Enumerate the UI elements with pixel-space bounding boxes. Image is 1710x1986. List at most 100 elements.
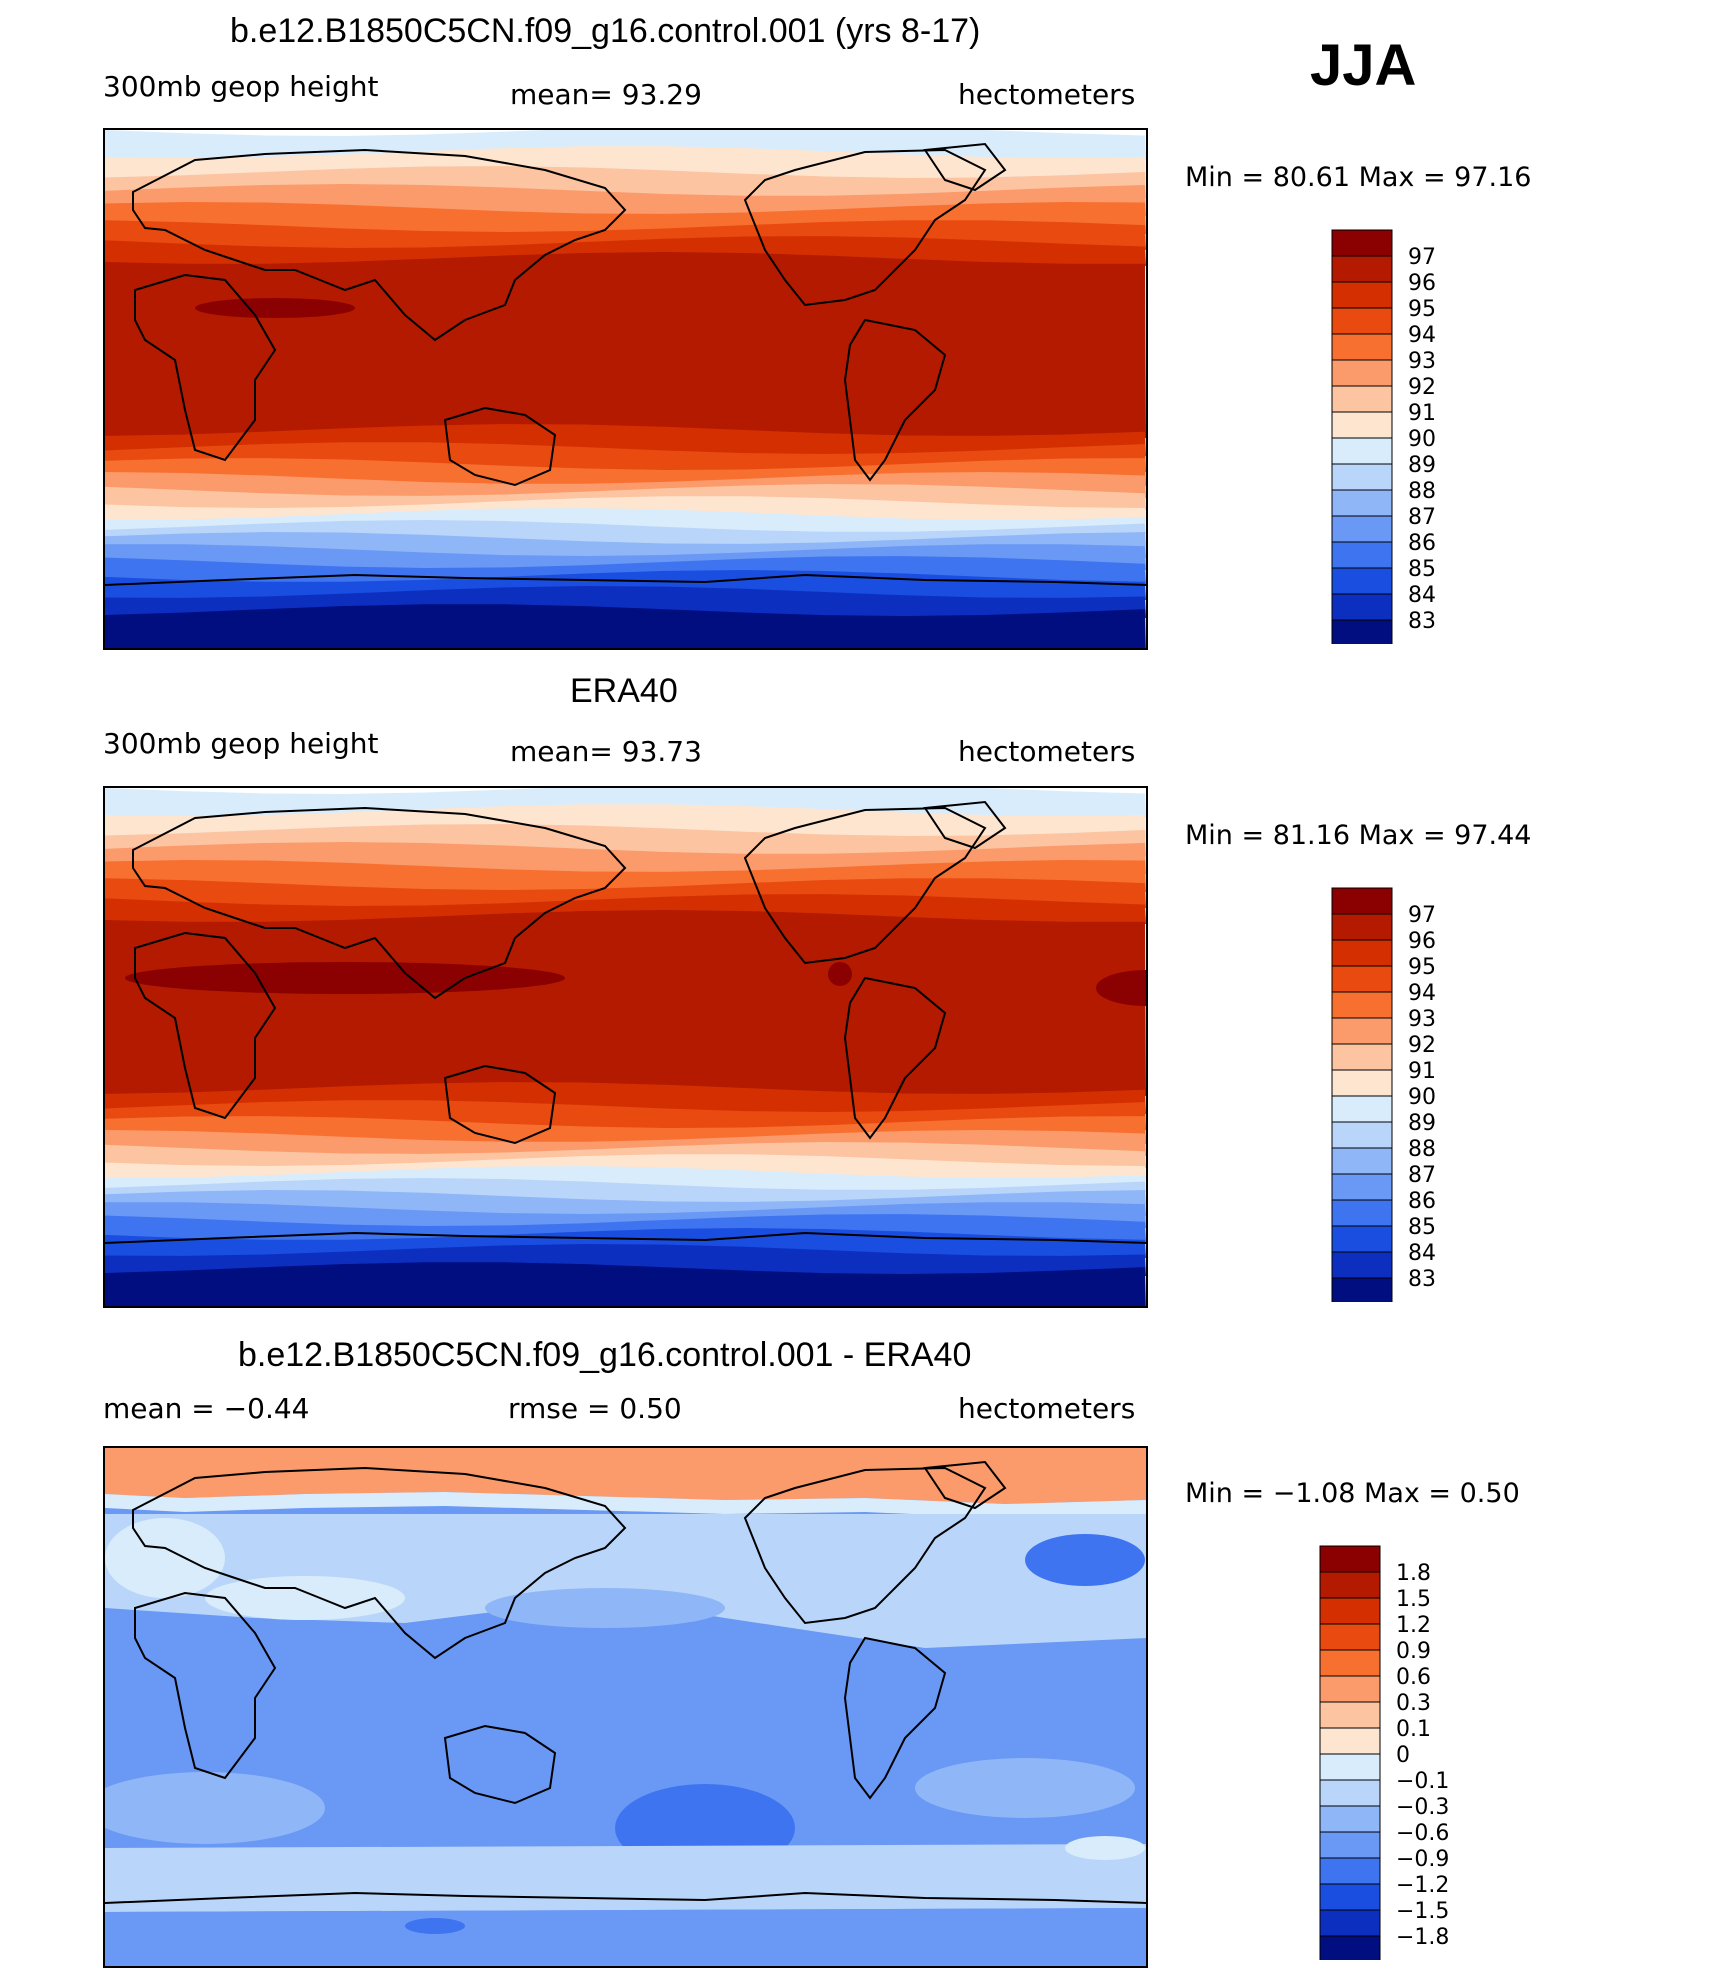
colorbar-swatch	[1319, 1545, 1381, 1573]
contour-band	[105, 788, 1146, 818]
colorbar-swatch	[1331, 229, 1393, 257]
colorbar-swatch	[1331, 1173, 1393, 1201]
colorbar-swatch	[1331, 1225, 1393, 1253]
season-label: JJA	[1310, 33, 1417, 98]
colorbar-swatch	[1319, 1831, 1381, 1859]
colorbar-swatch	[1331, 887, 1393, 915]
contour-band	[105, 910, 1146, 1096]
coastline	[743, 1466, 987, 1625]
colorbar-swatch	[1319, 1883, 1381, 1911]
contour-band	[1065, 1836, 1145, 1860]
colorbar-tick-label: 84	[1408, 583, 1436, 608]
colorbar-swatch	[1319, 1779, 1381, 1807]
panel3-map-svg	[105, 1448, 1146, 1966]
colorbar-swatch	[1319, 1701, 1381, 1729]
colorbar-swatch	[1331, 307, 1393, 335]
panel3-colorbar: 1.8 1.5 1.2 0.9 0.6 0.3 0.1 0 −0.1 −0.3 −0.6 −0.9 −1…	[1318, 1544, 1470, 1965]
coastline	[134, 931, 277, 1120]
coastline	[132, 806, 627, 1000]
colorbar-swatch	[1331, 1095, 1393, 1123]
colorbar-swatch	[1331, 913, 1393, 941]
colorbar-tick-label: 94	[1408, 323, 1436, 348]
colorbar-tick-label: 85	[1408, 557, 1436, 582]
coastline	[134, 273, 277, 462]
panel2-mean-label: mean= 93.73	[510, 735, 702, 768]
coastline	[843, 1636, 947, 1800]
colorbar-tick-label: 91	[1408, 401, 1436, 426]
contour-band	[105, 1518, 225, 1598]
colorbar-swatch	[1331, 359, 1393, 387]
colorbar-tick-label: −1.2	[1396, 1873, 1449, 1898]
colorbar-tick-label: 88	[1408, 1137, 1436, 1162]
coastline	[743, 806, 987, 965]
colorbar-swatch	[1331, 939, 1393, 967]
colorbar-swatch	[1331, 541, 1393, 569]
colorbar-tick-label: 0	[1396, 1743, 1410, 1768]
contour-band	[105, 1492, 1146, 1518]
colorbar-tick-label: 91	[1408, 1059, 1436, 1084]
colorbar-swatch	[1319, 1571, 1381, 1599]
contour-band	[485, 1588, 725, 1628]
colorbar-tick-label: −0.6	[1396, 1821, 1449, 1846]
coastline	[743, 148, 987, 307]
colorbar-tick-label: −1.8	[1396, 1925, 1449, 1950]
colorbar-swatch	[1331, 1043, 1393, 1071]
colorbar-swatch	[1331, 593, 1393, 621]
colorbar-swatch	[1331, 333, 1393, 361]
panel3-title: b.e12.B1850C5CN.f09_g16.control.001 - ER…	[238, 1336, 972, 1374]
panel1-minmax: Min = 80.61 Max = 97.16	[1185, 162, 1532, 193]
colorbar-tick-label: −0.3	[1396, 1795, 1449, 1820]
colorbar-tick-label: 89	[1408, 1111, 1436, 1136]
coastline	[443, 406, 557, 487]
colorbar-tick-label: 0.6	[1396, 1665, 1431, 1690]
colorbar-swatch	[1331, 1277, 1393, 1305]
contour-band	[205, 1576, 405, 1620]
panel1-colorbar: 97 96 95 94 93 92 91 90 89 88 87 86 85 84 83	[1330, 228, 1470, 649]
panel3-mean-label: mean = −0.44	[103, 1392, 310, 1425]
panel1-title: b.e12.B1850C5CN.f09_g16.control.001 (yrs…	[230, 12, 981, 50]
contour-band	[105, 1448, 1146, 1504]
coastline	[105, 573, 1146, 586]
colorbar-tick-label: 0.1	[1396, 1717, 1431, 1742]
panel2-title: ERA40	[570, 672, 678, 710]
panel2-minmax: Min = 81.16 Max = 97.44	[1185, 820, 1532, 851]
panel1-mean-label: mean= 93.29	[510, 78, 702, 111]
colorbar-swatch	[1319, 1909, 1381, 1937]
coastline	[132, 1466, 627, 1660]
panel2-map-svg	[105, 788, 1146, 1306]
colorbar-tick-label: 95	[1408, 955, 1436, 980]
panel1-units-label: hectometers	[958, 78, 1136, 111]
colorbar-swatch	[1331, 965, 1393, 993]
colorbar-tick-label: 96	[1408, 929, 1436, 954]
panel2-units-label: hectometers	[958, 735, 1136, 768]
panel1-map	[103, 128, 1148, 650]
colorbar-tick-label: 95	[1408, 297, 1436, 322]
colorbar-tick-label: 83	[1408, 609, 1436, 634]
colorbar-swatch	[1319, 1597, 1381, 1625]
colorbar-swatch	[1331, 991, 1393, 1019]
colorbar-swatch	[1319, 1805, 1381, 1833]
colorbar-tick-label: −0.1	[1396, 1769, 1449, 1794]
colorbar-swatch	[1319, 1753, 1381, 1781]
colorbar-swatch	[1331, 1147, 1393, 1175]
colorbar-swatch	[1319, 1623, 1381, 1651]
coastline	[105, 1891, 1146, 1904]
panel3-colorbar-svg: 1.81.51.20.90.60.30.10−0.1−0.3−0.6−0.9−1…	[1319, 1545, 1449, 1963]
colorbar-tick-label: −0.9	[1396, 1847, 1449, 1872]
colorbar-tick-label: 94	[1408, 981, 1436, 1006]
colorbar-swatch	[1331, 385, 1393, 413]
colorbar-tick-label: 88	[1408, 479, 1436, 504]
colorbar-tick-label: 92	[1408, 375, 1436, 400]
coastline	[843, 976, 947, 1140]
colorbar-swatch	[1331, 411, 1393, 439]
coastline	[923, 1460, 1007, 1510]
colorbar-tick-label: 0.9	[1396, 1639, 1431, 1664]
colorbar-tick-label: 0.3	[1396, 1691, 1431, 1716]
colorbar-tick-label: 96	[1408, 271, 1436, 296]
coastline	[843, 318, 947, 482]
colorbar-tick-label: 83	[1408, 1267, 1436, 1292]
panel3-minmax: Min = −1.08 Max = 0.50	[1185, 1478, 1520, 1509]
colorbar-swatch	[1331, 1069, 1393, 1097]
colorbar-tick-label: 90	[1408, 1085, 1436, 1110]
contour-band	[405, 1918, 465, 1934]
